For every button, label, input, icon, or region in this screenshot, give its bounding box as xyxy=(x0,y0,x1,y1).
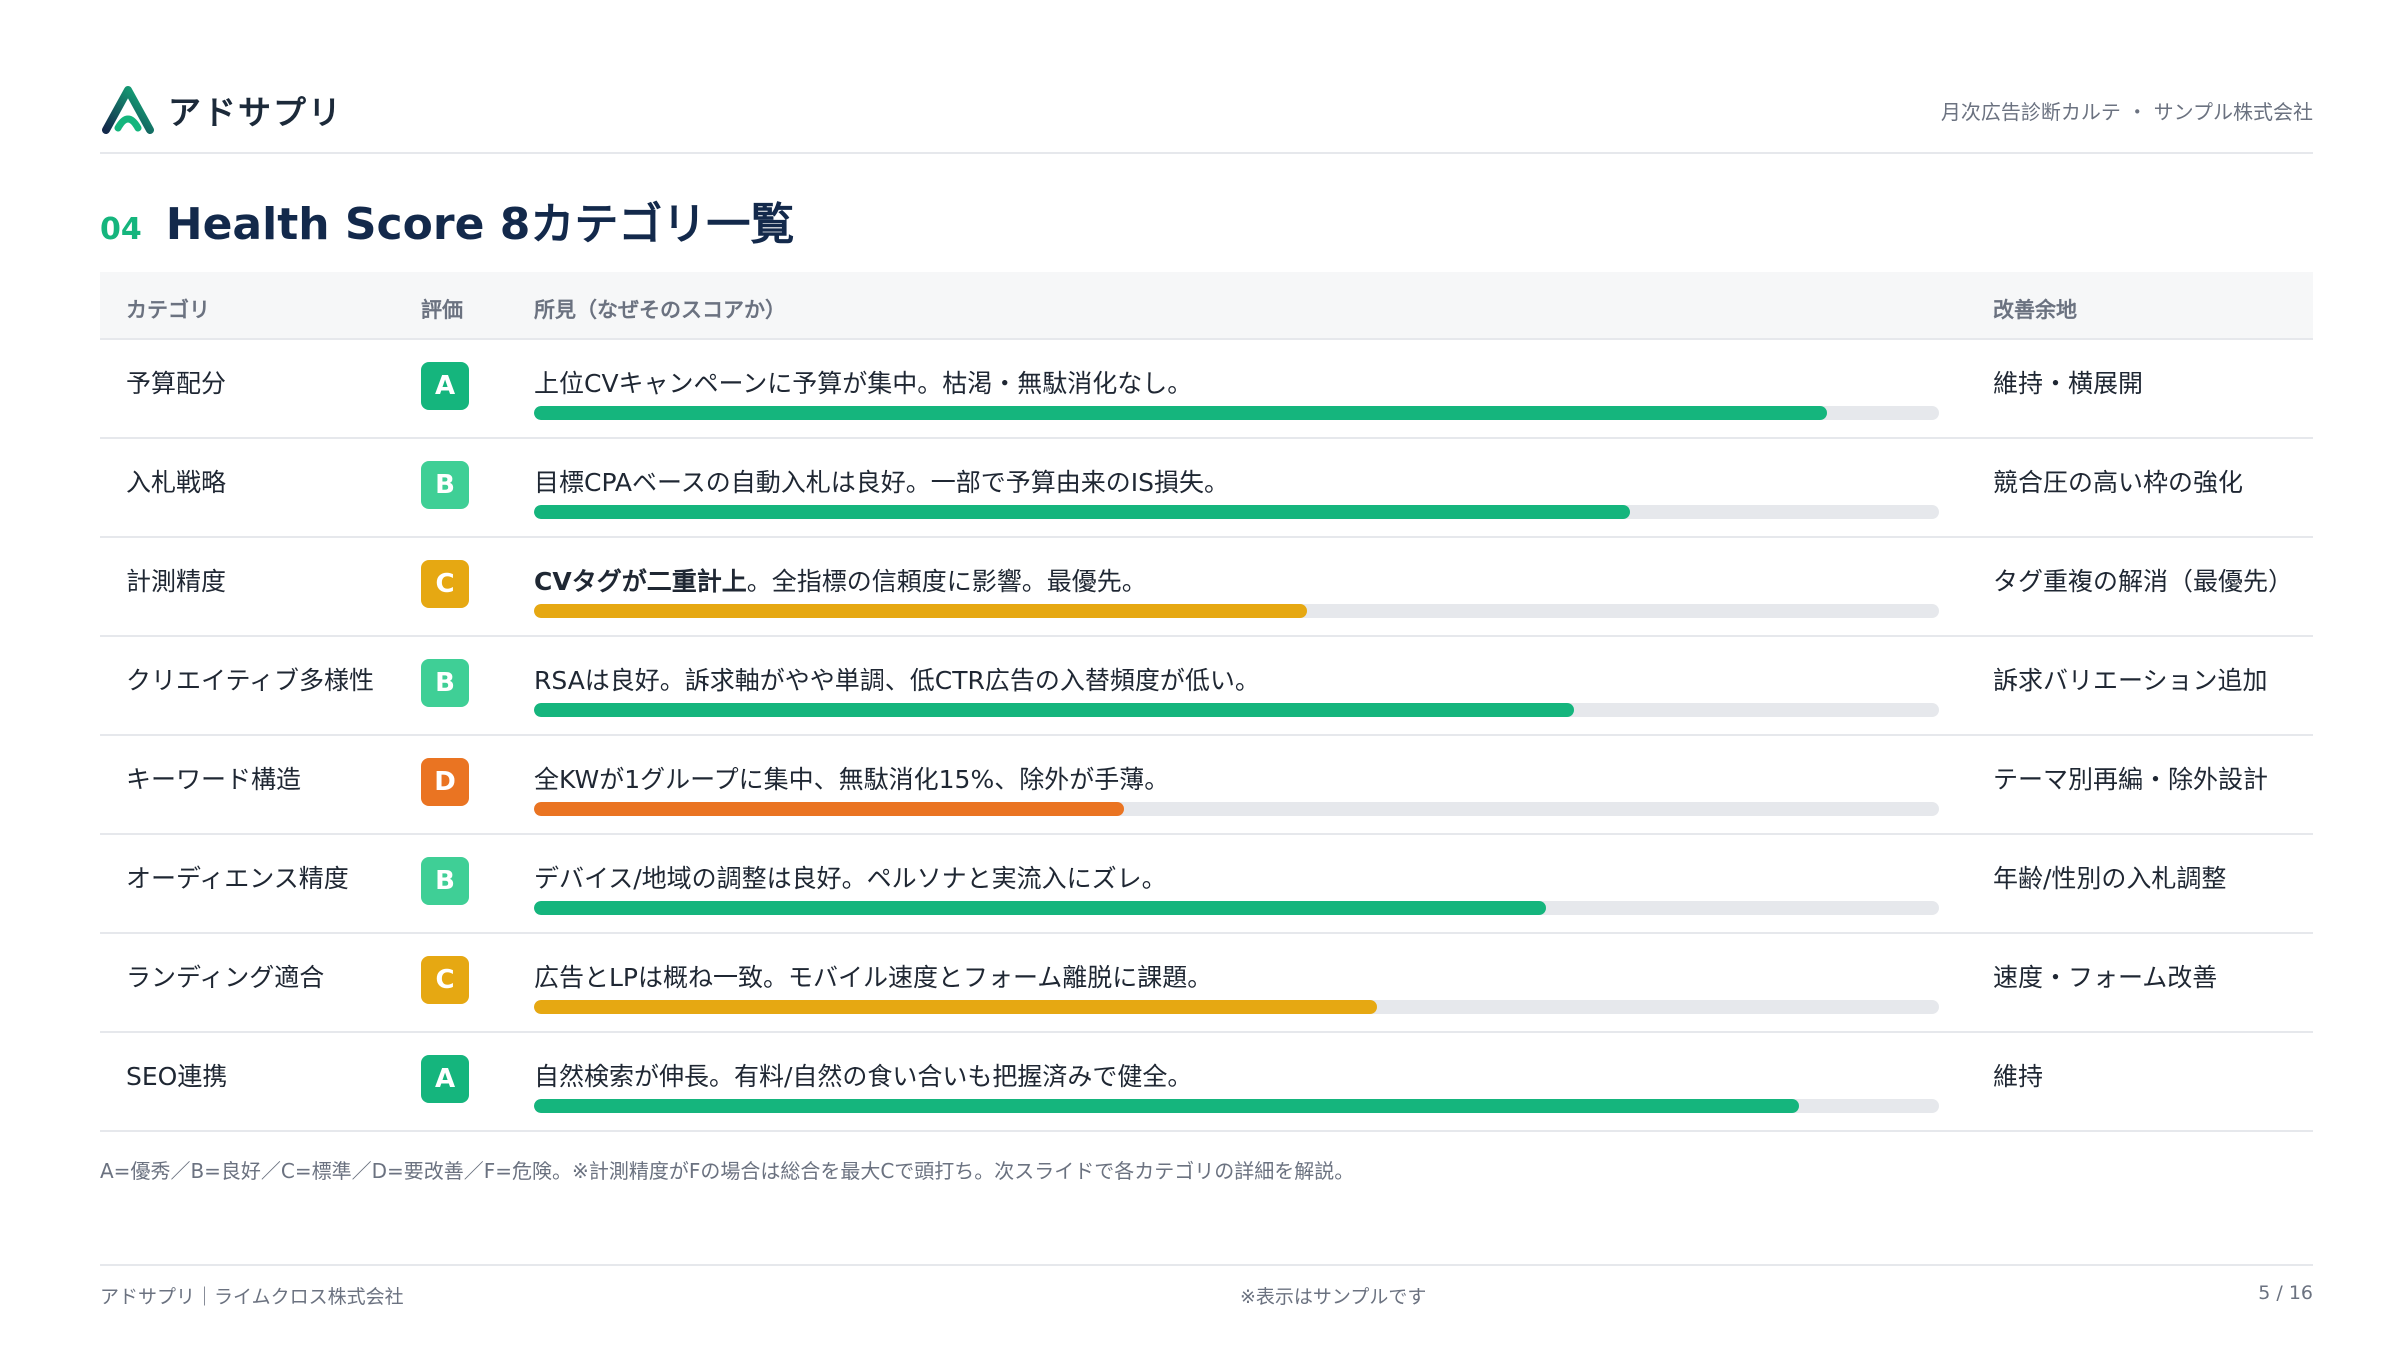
grade-badge: C xyxy=(421,956,469,1004)
table-row: 予算配分 A 上位CVキャンペーンに予算が集中。枯渇・無駄消化なし。 維持・横展開 xyxy=(100,340,2313,439)
row-improvement: 維持・横展開 xyxy=(1993,369,2144,398)
score-bar-track xyxy=(534,406,1939,420)
grade-badge: B xyxy=(421,857,469,905)
row-category: クリエイティブ多様性 xyxy=(126,666,375,695)
row-finding: RSAは良好。訴求軸がやや単調、低CTR広告の入替頻度が低い。 xyxy=(534,661,1260,697)
health-score-table: カテゴリ 評価 所見（なぜそのスコアか） 改善余地 予算配分 A 上位CVキャンペー… xyxy=(100,272,2313,1132)
table-row: 入札戦略 B 目標CPAベースの自動入札は良好。一部で予算由来のIS損失。 競合圧の高… xyxy=(100,439,2313,538)
page-title: Health Score 8カテゴリ一覧 xyxy=(165,199,795,250)
grade-badge: A xyxy=(421,362,469,410)
grade-badge: B xyxy=(421,461,469,509)
row-finding: 自然検索が伸長。有料/自然の食い合いも把握済みで健全。 xyxy=(534,1057,1192,1093)
score-bar-fill xyxy=(534,1000,1377,1014)
row-improvement: タグ重複の解消（最優先） xyxy=(1993,567,2294,596)
grade-legend: A=優秀／B=良好／C=標準／D=要改善／F=危険。※計測精度がFの場合は総合を… xyxy=(100,1159,1355,1183)
table-row: キーワード構造 D 全KWが1グループに集中、無駄消化15%、除外が手薄。 テーマ別再… xyxy=(100,736,2313,835)
row-finding: CVタグが二重計上。全指標の信頼度に影響。最優先。 xyxy=(534,562,1147,598)
finding-text: 全KWが1グループに集中、無駄消化15%、除外が手薄。 xyxy=(534,765,1170,794)
finding-text: 広告とLPは概ね一致。モバイル速度とフォーム離脱に課題。 xyxy=(534,963,1213,992)
finding-emphasis: CVタグが二重計上 xyxy=(534,567,747,596)
section-title: 04 Health Score 8カテゴリ一覧 xyxy=(100,188,794,250)
finding-text: RSAは良好。訴求軸がやや単調、低CTR広告の入替頻度が低い。 xyxy=(534,666,1260,695)
table-row: ランディング適合 C 広告とLPは概ね一致。モバイル速度とフォーム離脱に課題。 速度・… xyxy=(100,934,2313,1033)
row-finding: 目標CPAベースの自動入札は良好。一部で予算由来のIS損失。 xyxy=(534,463,1229,499)
row-category: SEO連携 xyxy=(126,1062,228,1091)
brand: アドサプリ xyxy=(100,80,343,140)
table-row: クリエイティブ多様性 B RSAは良好。訴求軸がやや単調、低CTR広告の入替頻度が低… xyxy=(100,637,2313,736)
row-category: 予算配分 xyxy=(126,369,227,398)
grade-badge: C xyxy=(421,560,469,608)
row-finding: 広告とLPは概ね一致。モバイル速度とフォーム離脱に課題。 xyxy=(534,958,1212,994)
column-header-grade: 評価 xyxy=(421,298,463,322)
finding-text: 。全指標の信頼度に影響。最優先。 xyxy=(746,567,1147,596)
column-header-improvement: 改善余地 xyxy=(1993,298,2077,322)
row-improvement: 維持 xyxy=(1993,1062,2044,1091)
finding-text: 目標CPAベースの自動入札は良好。一部で予算由来のIS損失。 xyxy=(534,468,1230,497)
score-bar-track xyxy=(534,505,1939,519)
report-subtitle: 月次広告診断カルテ ・ サンプル株式会社 xyxy=(1940,100,2313,124)
finding-text: デバイス/地域の調整は良好。ペルソナと実流入にズレ。 xyxy=(534,864,1167,893)
footer-note: ※表示はサンプルです xyxy=(1240,1286,1427,1308)
table-header: カテゴリ 評価 所見（なぜそのスコアか） 改善余地 xyxy=(100,272,2313,340)
row-improvement: テーマ別再編・除外設計 xyxy=(1993,765,2269,794)
brand-logo-icon xyxy=(102,86,154,134)
row-finding: 上位CVキャンペーンに予算が集中。枯渇・無駄消化なし。 xyxy=(534,364,1192,400)
score-bar-fill xyxy=(534,802,1125,816)
grade-badge: B xyxy=(421,659,469,707)
row-category: オーディエンス精度 xyxy=(126,864,349,893)
page-number: 5 / 16 xyxy=(2258,1282,2313,1304)
row-category: 計測精度 xyxy=(126,567,227,596)
score-bar-fill xyxy=(534,1099,1799,1113)
score-bar-fill xyxy=(534,703,1574,717)
score-bar-track xyxy=(534,901,1939,915)
finding-text: 上位CVキャンペーンに予算が集中。枯渇・無駄消化なし。 xyxy=(534,369,1193,398)
row-improvement: 訴求バリエーション追加 xyxy=(1993,666,2268,695)
row-improvement: 速度・フォーム改善 xyxy=(1993,963,2218,992)
column-header-category: カテゴリ xyxy=(126,298,210,322)
column-header-finding: 所見（なぜそのスコアか） xyxy=(534,298,786,322)
row-finding: 全KWが1グループに集中、無駄消化15%、除外が手薄。 xyxy=(534,760,1169,796)
score-bar-fill xyxy=(534,901,1546,915)
grade-badge: D xyxy=(421,758,469,806)
score-bar-track xyxy=(534,604,1939,618)
grade-badge: A xyxy=(421,1055,469,1103)
footer-divider xyxy=(100,1264,2313,1266)
table-row: 計測精度 C CVタグが二重計上。全指標の信頼度に影響。最優先。 タグ重複の解消（最優… xyxy=(100,538,2313,637)
score-bar-fill xyxy=(534,406,1827,420)
row-category: ランディング適合 xyxy=(126,963,325,992)
row-category: 入札戦略 xyxy=(126,468,227,497)
row-improvement: 年齢/性別の入札調整 xyxy=(1993,864,2227,893)
table-row: オーディエンス精度 B デバイス/地域の調整は良好。ペルソナと実流入にズレ。 年齢/性… xyxy=(100,835,2313,934)
score-bar-fill xyxy=(534,505,1630,519)
score-bar-track xyxy=(534,1099,1939,1113)
finding-text: 自然検索が伸長。有料/自然の食い合いも把握済みで健全。 xyxy=(534,1062,1193,1091)
score-bar-track xyxy=(534,1000,1939,1014)
row-finding: デバイス/地域の調整は良好。ペルソナと実流入にズレ。 xyxy=(534,859,1167,895)
table-row: SEO連携 A 自然検索が伸長。有料/自然の食い合いも把握済みで健全。 維持 xyxy=(100,1033,2313,1132)
row-improvement: 競合圧の高い枠の強化 xyxy=(1993,468,2244,497)
score-bar-track xyxy=(534,703,1939,717)
row-category: キーワード構造 xyxy=(126,765,302,794)
brand-name: アドサプリ xyxy=(168,93,343,132)
slide-header: アドサプリ 月次広告診断カルテ ・ サンプル株式会社 xyxy=(100,70,2313,154)
footer-company: アドサプリ｜ライムクロス株式会社 xyxy=(100,1286,404,1308)
score-bar-fill xyxy=(534,604,1307,618)
score-bar-track xyxy=(534,802,1939,816)
section-number: 04 xyxy=(100,212,142,247)
